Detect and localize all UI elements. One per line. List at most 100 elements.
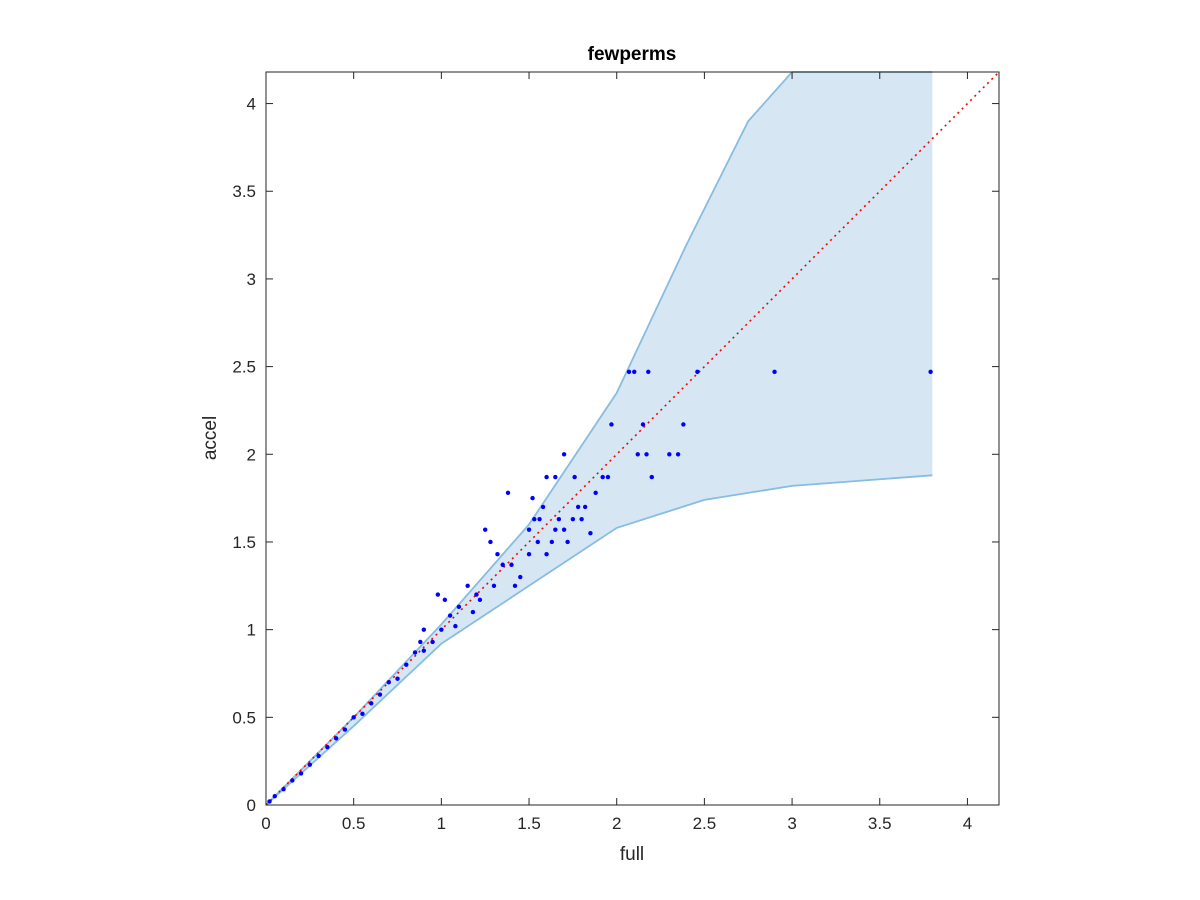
data-point bbox=[609, 422, 614, 427]
data-point bbox=[333, 736, 339, 741]
data-point bbox=[281, 787, 286, 792]
data-point bbox=[772, 369, 777, 375]
data-point bbox=[593, 490, 598, 496]
x-tick-label: 4 bbox=[963, 814, 972, 833]
data-point bbox=[290, 778, 295, 783]
data-point bbox=[435, 592, 441, 597]
data-point bbox=[635, 452, 640, 457]
y-tick-label: 4 bbox=[247, 95, 256, 114]
y-tick-label: 2.5 bbox=[232, 358, 256, 377]
y-tick-label: 1.5 bbox=[232, 533, 256, 552]
x-tick-label: 1.5 bbox=[517, 814, 541, 833]
data-point bbox=[518, 574, 523, 580]
data-point bbox=[600, 474, 605, 480]
band-fill bbox=[266, 72, 933, 805]
data-point bbox=[482, 527, 488, 532]
data-point bbox=[421, 627, 427, 632]
y-tick-label: 2 bbox=[247, 445, 256, 464]
data-point bbox=[477, 597, 483, 603]
data-point bbox=[579, 516, 584, 522]
y-tick-label: 0.5 bbox=[232, 708, 256, 727]
data-point bbox=[456, 604, 462, 610]
data-point bbox=[544, 552, 549, 557]
y-axis-ticks: 0 0.5 1 1.5 2 2.5 3 3.5 4 bbox=[232, 95, 999, 815]
x-tick-label: 3.5 bbox=[868, 814, 892, 833]
data-point bbox=[570, 516, 576, 522]
x-tick-label: 3 bbox=[787, 814, 796, 833]
data-point bbox=[412, 650, 418, 655]
data-point bbox=[488, 539, 493, 545]
data-point bbox=[272, 794, 277, 799]
data-point bbox=[465, 583, 470, 589]
x-axis-label: full bbox=[620, 844, 644, 865]
data-point bbox=[325, 744, 330, 750]
data-point bbox=[681, 422, 686, 427]
data-point bbox=[453, 623, 458, 629]
data-point bbox=[512, 583, 518, 589]
data-point bbox=[307, 762, 313, 767]
data-point bbox=[509, 562, 514, 567]
data-point bbox=[575, 504, 581, 510]
x-tick-label: 0.5 bbox=[342, 814, 366, 833]
data-point bbox=[439, 627, 444, 632]
band-upper-edge bbox=[265, 71, 933, 806]
data-point bbox=[418, 639, 423, 645]
data-point bbox=[535, 539, 541, 545]
data-point bbox=[316, 753, 321, 759]
data-point bbox=[626, 369, 632, 375]
band-lower-edge bbox=[265, 474, 933, 806]
data-point bbox=[553, 527, 558, 532]
data-point bbox=[537, 516, 542, 522]
x-tick-label: 2 bbox=[612, 814, 621, 833]
data-point bbox=[526, 552, 532, 557]
data-point bbox=[561, 452, 567, 457]
data-point bbox=[491, 583, 497, 589]
data-point bbox=[386, 680, 391, 685]
x-tick-label: 2.5 bbox=[693, 814, 717, 833]
data-point bbox=[395, 676, 400, 681]
chart-title: fewperms bbox=[588, 44, 677, 65]
data-point bbox=[928, 369, 933, 375]
data-point bbox=[530, 495, 535, 501]
data-point bbox=[421, 648, 427, 653]
data-point bbox=[549, 539, 555, 545]
data-point bbox=[582, 504, 588, 510]
data-point bbox=[644, 452, 649, 457]
data-point bbox=[667, 452, 672, 457]
data-point bbox=[640, 422, 646, 427]
y-axis-label: accel bbox=[200, 416, 221, 460]
data-point bbox=[369, 701, 374, 706]
data-point bbox=[430, 639, 435, 645]
data-point bbox=[360, 711, 365, 717]
data-point bbox=[646, 369, 651, 375]
data-point bbox=[553, 474, 558, 480]
data-point bbox=[544, 474, 549, 480]
data-point bbox=[267, 799, 272, 804]
data-point bbox=[532, 516, 537, 522]
data-point bbox=[675, 452, 681, 457]
data-point bbox=[540, 504, 546, 510]
data-point bbox=[495, 552, 500, 557]
data-point bbox=[500, 562, 505, 567]
data-point bbox=[474, 592, 479, 597]
data-point bbox=[470, 609, 476, 615]
data-point bbox=[588, 530, 593, 536]
data-point bbox=[649, 474, 654, 480]
y-tick-label: 1 bbox=[247, 621, 256, 640]
x-tick-label: 1 bbox=[437, 814, 446, 833]
data-point bbox=[561, 527, 567, 532]
data-point bbox=[447, 613, 453, 618]
data-point bbox=[351, 715, 356, 720]
data-point bbox=[342, 727, 348, 732]
y-tick-label: 3.5 bbox=[232, 182, 256, 201]
data-point bbox=[404, 662, 409, 667]
y-tick-label: 3 bbox=[247, 270, 256, 289]
data-point bbox=[572, 474, 577, 480]
data-point bbox=[377, 692, 383, 697]
data-point bbox=[556, 516, 562, 522]
data-point bbox=[526, 527, 532, 532]
data-point bbox=[298, 771, 304, 776]
plot-frame bbox=[265, 71, 1000, 806]
data-point bbox=[605, 474, 611, 480]
